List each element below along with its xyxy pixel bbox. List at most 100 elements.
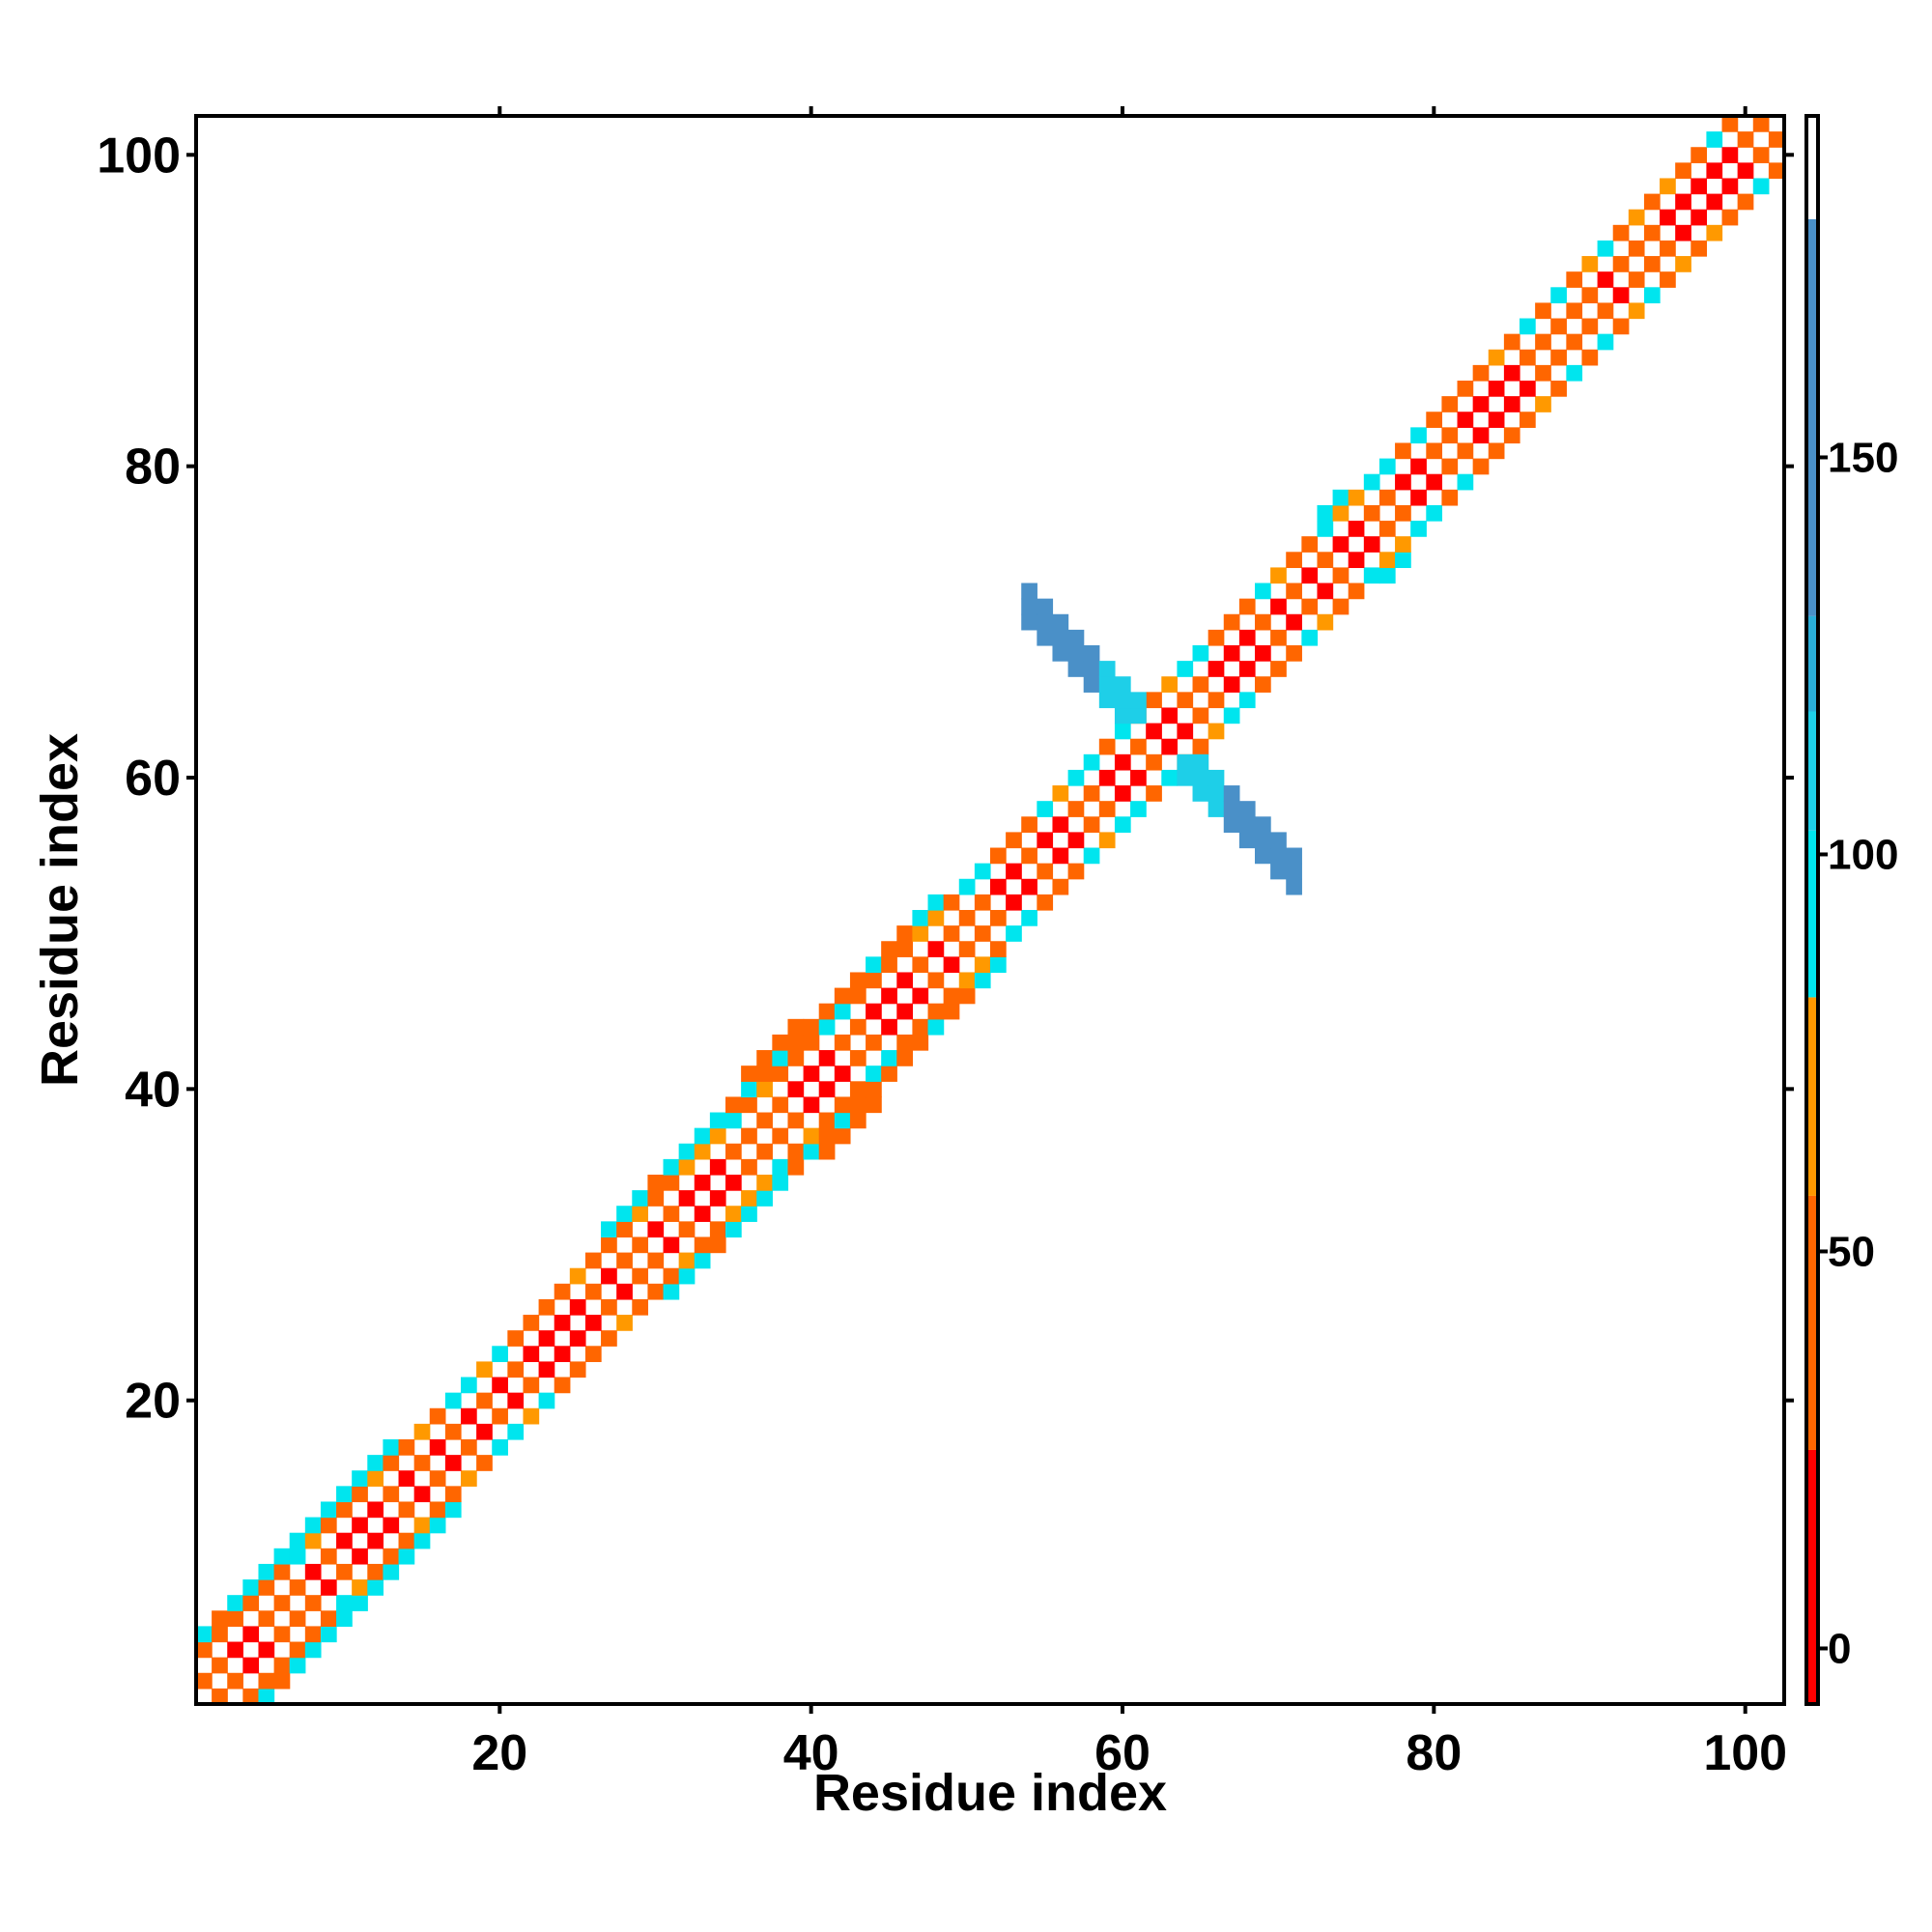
heatmap-cell (1006, 863, 1022, 880)
heatmap-cell (725, 1175, 742, 1191)
heatmap-cell (803, 1034, 820, 1051)
heatmap-cell (367, 1579, 384, 1596)
heatmap-cell (1535, 364, 1551, 382)
heatmap-cell (1488, 442, 1505, 460)
heatmap-cell (1378, 567, 1396, 584)
heatmap-cell (1628, 271, 1645, 288)
heatmap-cell (227, 1672, 243, 1690)
heatmap-cell (772, 1096, 789, 1114)
heatmap-cell (336, 1610, 353, 1628)
heatmap-cell (336, 1486, 353, 1503)
heatmap-cell (1208, 769, 1225, 786)
heatmap-cell (694, 1127, 711, 1145)
heatmap-cell (1332, 489, 1350, 506)
heatmap-cell (601, 1236, 617, 1254)
heatmap-cell (1457, 442, 1474, 460)
heatmap-cell (647, 1283, 665, 1300)
heatmap-cell (1363, 473, 1380, 491)
heatmap-cell (289, 1548, 306, 1565)
heatmap-cell (444, 1455, 462, 1471)
heatmap-cell (709, 1221, 726, 1238)
heatmap-cell (336, 1563, 353, 1580)
heatmap-cell (1378, 521, 1396, 537)
heatmap-cell (1286, 552, 1302, 569)
heatmap-cell (725, 1096, 742, 1114)
heatmap-cell (927, 894, 945, 911)
heatmap-cell (554, 1283, 571, 1300)
heatmap-cell (881, 956, 897, 974)
heatmap-cell (1332, 504, 1350, 522)
heatmap-cell (1130, 738, 1147, 755)
colorbar-segment (1806, 997, 1818, 1196)
heatmap-cell (1612, 256, 1630, 272)
heatmap-cell (834, 987, 851, 1005)
heatmap-cell (881, 1018, 897, 1036)
heatmap-cell (398, 1548, 415, 1565)
heatmap-cell (367, 1455, 384, 1471)
heatmap-cell (1130, 707, 1147, 724)
heatmap-cell (927, 910, 945, 926)
heatmap-cell (1286, 847, 1302, 865)
heatmap-cell (1706, 224, 1723, 242)
heatmap-cell (709, 1112, 726, 1129)
heatmap-cell (1395, 442, 1411, 460)
heatmap-cell (413, 1423, 431, 1440)
heatmap-cell (1114, 723, 1131, 740)
heatmap-cell (678, 1221, 696, 1238)
heatmap-cell (1238, 598, 1256, 615)
heatmap-cell (444, 1486, 462, 1503)
heatmap-cell (383, 1455, 400, 1471)
heatmap-cell (1161, 707, 1179, 724)
heatmap-cell (1067, 832, 1085, 849)
heatmap-cell (1021, 613, 1037, 631)
heatmap-cell (663, 1158, 680, 1176)
heatmap-cell (1067, 863, 1085, 880)
heatmap-cell (678, 1158, 696, 1176)
heatmap-cell (912, 925, 929, 942)
heatmap-cell (1021, 847, 1037, 865)
heatmap-cell (1675, 224, 1691, 242)
colorbar-tick-label: 150 (1828, 434, 1898, 481)
heatmap-cell (1503, 364, 1520, 382)
heatmap-cell (523, 1377, 540, 1394)
heatmap-cell (1752, 116, 1770, 132)
heatmap-cell (1270, 567, 1287, 584)
heatmap-cell (1410, 427, 1427, 444)
heatmap-cell (1130, 769, 1147, 786)
heatmap-cell (616, 1315, 633, 1331)
heatmap-cell (741, 1127, 757, 1145)
heatmap-cell (1083, 816, 1100, 834)
heatmap-cell (803, 1018, 820, 1036)
heatmap-cell (1363, 504, 1380, 522)
heatmap-cell (1238, 692, 1256, 709)
heatmap-cell (1114, 676, 1131, 693)
heatmap-cell (647, 1221, 665, 1238)
heatmap-cell (1410, 458, 1427, 475)
heatmap-cell (1052, 613, 1069, 631)
heatmap-cell (461, 1439, 477, 1456)
y-tick-label: 80 (125, 440, 181, 496)
heatmap-cell (1270, 847, 1287, 865)
heatmap-cell (1037, 832, 1054, 849)
heatmap-cell (772, 1050, 789, 1066)
heatmap-cell (212, 1688, 228, 1705)
heatmap-cell (1208, 661, 1225, 677)
heatmap-cell (1566, 302, 1583, 320)
heatmap-cell (196, 1641, 213, 1659)
heatmap-cell (476, 1361, 493, 1378)
heatmap-cell (1270, 661, 1287, 677)
heatmap-cell (1332, 567, 1350, 584)
heatmap-cell (741, 1190, 757, 1207)
heatmap-cell (1270, 863, 1287, 880)
heatmap-cell (632, 1298, 649, 1316)
heatmap-cell (1067, 629, 1085, 646)
colorbar-segment (1806, 711, 1818, 831)
heatmap-cell (1472, 427, 1490, 444)
heatmap-cell (507, 1361, 525, 1378)
y-tick-label: 100 (97, 128, 181, 184)
heatmap-cell (569, 1298, 586, 1316)
heatmap-cell (538, 1392, 555, 1409)
heatmap-cell (1238, 832, 1256, 849)
heatmap-cell (304, 1595, 322, 1611)
heatmap-cell (1706, 131, 1723, 148)
